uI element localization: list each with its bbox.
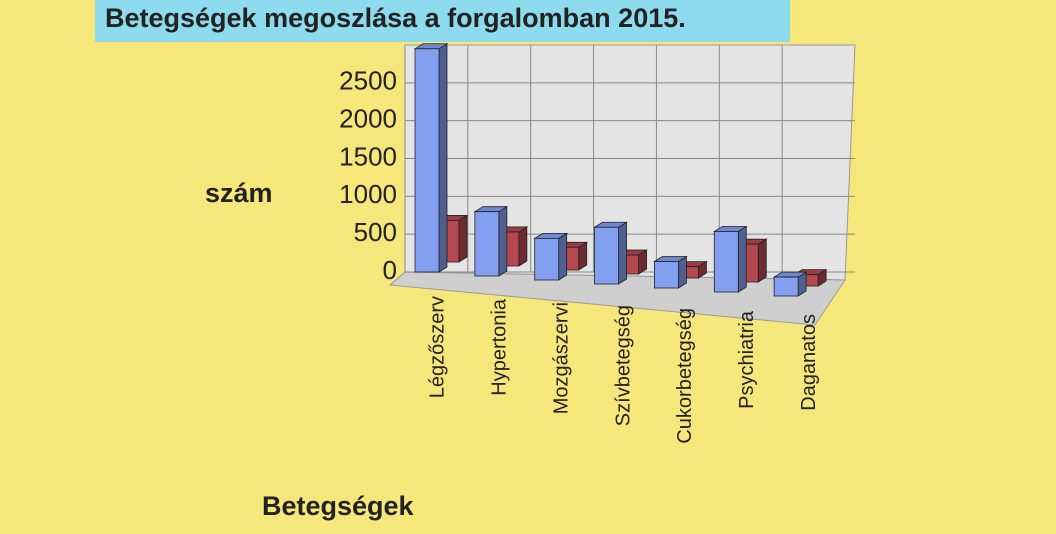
bar-front xyxy=(654,261,679,289)
bar-front xyxy=(534,237,560,281)
y-tick-label: 1000 xyxy=(339,179,397,209)
bar-front xyxy=(474,211,500,277)
chart-title: Betegségek megoszlása a forgalomban 2015… xyxy=(105,3,686,33)
y-tick-label: 1500 xyxy=(339,141,397,171)
x-tick-label: Daganatos xyxy=(798,314,820,411)
bar-side xyxy=(618,221,627,285)
bar xyxy=(772,271,808,297)
x-tick-label: Cukorbetegség xyxy=(674,308,696,444)
x-axis-label: Betegségek xyxy=(262,491,415,521)
bar-side xyxy=(518,226,528,267)
title-box xyxy=(95,0,790,42)
bar-front xyxy=(594,226,619,285)
bar-side xyxy=(678,255,687,289)
x-tick-label: Szívbetegség xyxy=(612,305,634,426)
bar-side xyxy=(558,232,568,281)
x-tick-label: Hypertonia xyxy=(489,298,511,396)
bar-side xyxy=(737,225,747,293)
y-axis-label: szám xyxy=(205,178,273,208)
x-tick-label: Légzőszerv xyxy=(427,296,449,398)
bar xyxy=(593,221,628,285)
plot-wall xyxy=(404,44,856,281)
y-tick-label: 0 xyxy=(383,255,397,285)
bar-front xyxy=(414,48,440,273)
y-tick-label: 2500 xyxy=(339,66,397,96)
bar-side xyxy=(757,238,767,283)
y-tick-label: 500 xyxy=(354,217,397,247)
y-tick-label: 2000 xyxy=(339,104,397,134)
bar-side xyxy=(458,214,468,263)
bar-side xyxy=(438,43,448,273)
x-tick-label: Mozgászervi xyxy=(550,302,572,414)
bar xyxy=(533,232,569,281)
bar xyxy=(653,255,688,289)
bar xyxy=(413,43,449,273)
bar xyxy=(473,205,509,277)
bar-front xyxy=(773,276,799,297)
bar-side xyxy=(498,205,508,277)
bar xyxy=(712,225,748,293)
x-tick-label: Psychiatria xyxy=(736,310,758,409)
bar-front xyxy=(713,231,739,293)
